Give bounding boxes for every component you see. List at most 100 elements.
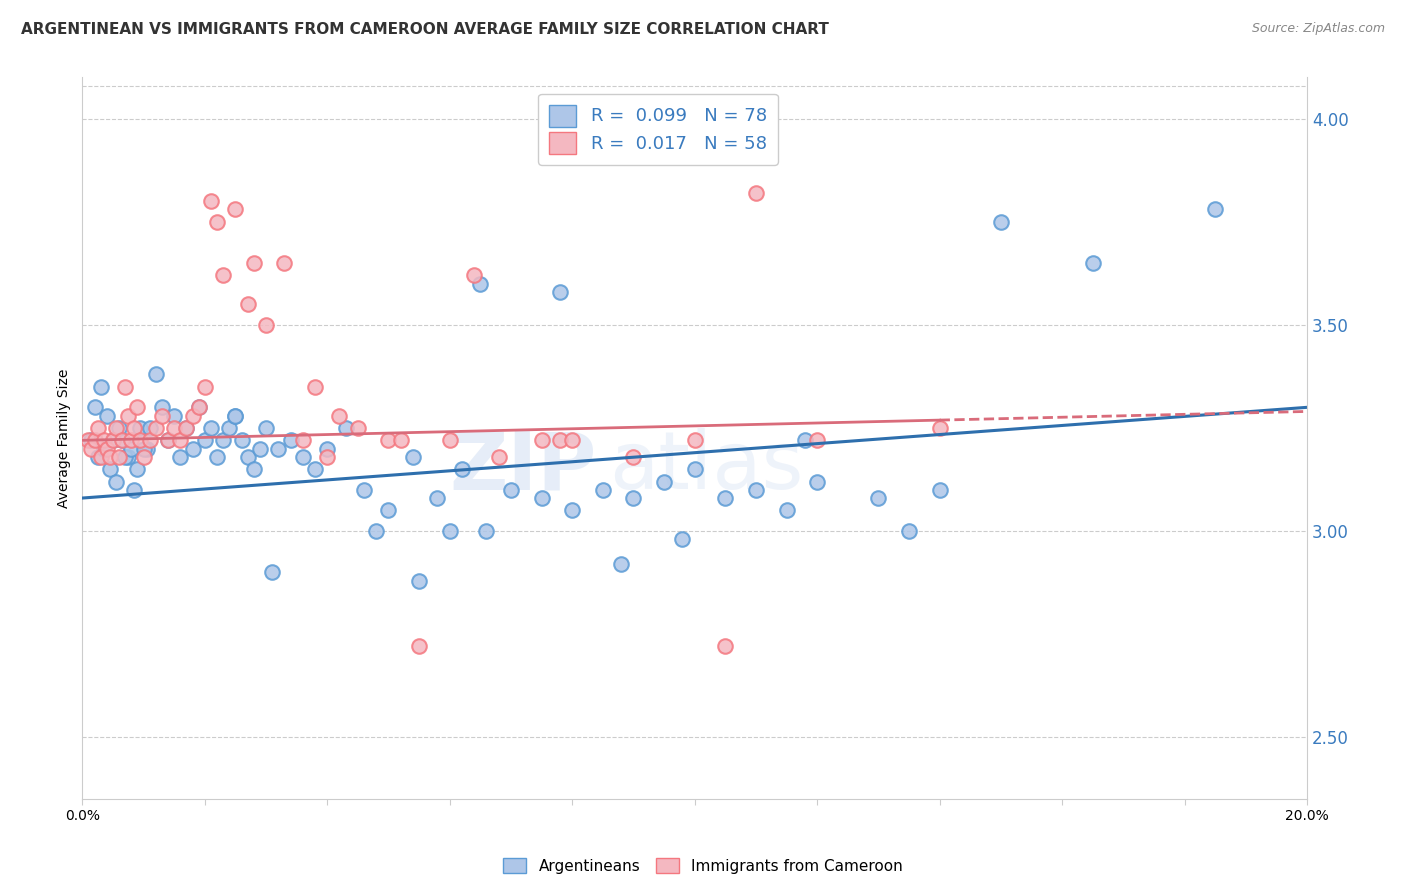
Point bbox=[254, 318, 277, 332]
Point bbox=[176, 421, 198, 435]
Point bbox=[117, 409, 139, 423]
Point bbox=[592, 483, 614, 497]
Point bbox=[129, 434, 152, 448]
Point bbox=[194, 380, 217, 394]
Point bbox=[138, 434, 160, 448]
Point bbox=[548, 285, 571, 299]
Point bbox=[135, 442, 157, 456]
Point bbox=[280, 434, 302, 448]
Point bbox=[181, 409, 204, 423]
Point bbox=[104, 421, 127, 435]
Point bbox=[1081, 256, 1104, 270]
Point bbox=[389, 434, 412, 448]
Point bbox=[212, 434, 235, 448]
Point bbox=[610, 557, 633, 571]
Point bbox=[328, 409, 350, 423]
Point bbox=[157, 434, 180, 448]
Point bbox=[231, 434, 253, 448]
Point bbox=[108, 421, 131, 435]
Point bbox=[463, 268, 485, 283]
Point bbox=[499, 483, 522, 497]
Point bbox=[224, 409, 246, 423]
Point bbox=[194, 434, 217, 448]
Point bbox=[200, 421, 222, 435]
Point bbox=[377, 503, 399, 517]
Point bbox=[652, 475, 675, 489]
Point bbox=[163, 421, 186, 435]
Point bbox=[132, 442, 155, 456]
Text: atlas: atlas bbox=[609, 428, 803, 506]
Point bbox=[304, 380, 326, 394]
Point bbox=[127, 462, 149, 476]
Point bbox=[623, 491, 645, 505]
Point bbox=[187, 401, 209, 415]
Point bbox=[145, 368, 167, 382]
Point bbox=[101, 434, 124, 448]
Point bbox=[187, 401, 209, 415]
Point bbox=[90, 380, 112, 394]
Point bbox=[98, 462, 121, 476]
Point bbox=[714, 640, 737, 654]
Point bbox=[138, 421, 160, 435]
Point bbox=[683, 434, 706, 448]
Legend: R =  0.099   N = 78, R =  0.017   N = 58: R = 0.099 N = 78, R = 0.017 N = 58 bbox=[538, 94, 778, 165]
Point bbox=[451, 462, 474, 476]
Text: ZIP: ZIP bbox=[450, 428, 596, 506]
Point bbox=[96, 442, 118, 456]
Point bbox=[104, 475, 127, 489]
Point bbox=[745, 483, 768, 497]
Point bbox=[561, 503, 583, 517]
Point bbox=[120, 434, 142, 448]
Point bbox=[86, 450, 108, 464]
Point bbox=[439, 524, 461, 538]
Point bbox=[249, 442, 271, 456]
Point bbox=[868, 491, 890, 505]
Text: ARGENTINEAN VS IMMIGRANTS FROM CAMEROON AVERAGE FAMILY SIZE CORRELATION CHART: ARGENTINEAN VS IMMIGRANTS FROM CAMEROON … bbox=[21, 22, 830, 37]
Point bbox=[86, 421, 108, 435]
Point bbox=[402, 450, 425, 464]
Point bbox=[157, 434, 180, 448]
Point bbox=[347, 421, 370, 435]
Point bbox=[254, 421, 277, 435]
Point bbox=[224, 409, 246, 423]
Point bbox=[218, 421, 240, 435]
Point bbox=[793, 434, 815, 448]
Point bbox=[80, 434, 103, 448]
Point bbox=[127, 401, 149, 415]
Point bbox=[683, 462, 706, 476]
Point bbox=[200, 194, 222, 209]
Point bbox=[745, 186, 768, 200]
Point bbox=[990, 215, 1012, 229]
Y-axis label: Average Family Size: Average Family Size bbox=[58, 368, 72, 508]
Point bbox=[806, 434, 828, 448]
Point bbox=[132, 450, 155, 464]
Point bbox=[93, 434, 115, 448]
Point bbox=[335, 421, 357, 435]
Legend: Argentineans, Immigrants from Cameroon: Argentineans, Immigrants from Cameroon bbox=[498, 852, 908, 880]
Text: Source: ZipAtlas.com: Source: ZipAtlas.com bbox=[1251, 22, 1385, 36]
Point bbox=[291, 450, 314, 464]
Point bbox=[124, 483, 146, 497]
Point bbox=[176, 421, 198, 435]
Point bbox=[366, 524, 388, 538]
Point bbox=[117, 450, 139, 464]
Point bbox=[83, 434, 105, 448]
Point bbox=[898, 524, 921, 538]
Point bbox=[224, 202, 246, 217]
Point bbox=[353, 483, 375, 497]
Point bbox=[928, 483, 950, 497]
Point bbox=[169, 434, 191, 448]
Point bbox=[592, 132, 614, 146]
Point bbox=[83, 401, 105, 415]
Point bbox=[124, 421, 146, 435]
Point bbox=[150, 401, 173, 415]
Point bbox=[242, 256, 264, 270]
Point bbox=[80, 442, 103, 456]
Point bbox=[150, 409, 173, 423]
Point bbox=[714, 491, 737, 505]
Point bbox=[439, 434, 461, 448]
Point bbox=[114, 450, 136, 464]
Point bbox=[775, 503, 797, 517]
Point bbox=[304, 462, 326, 476]
Point bbox=[316, 442, 339, 456]
